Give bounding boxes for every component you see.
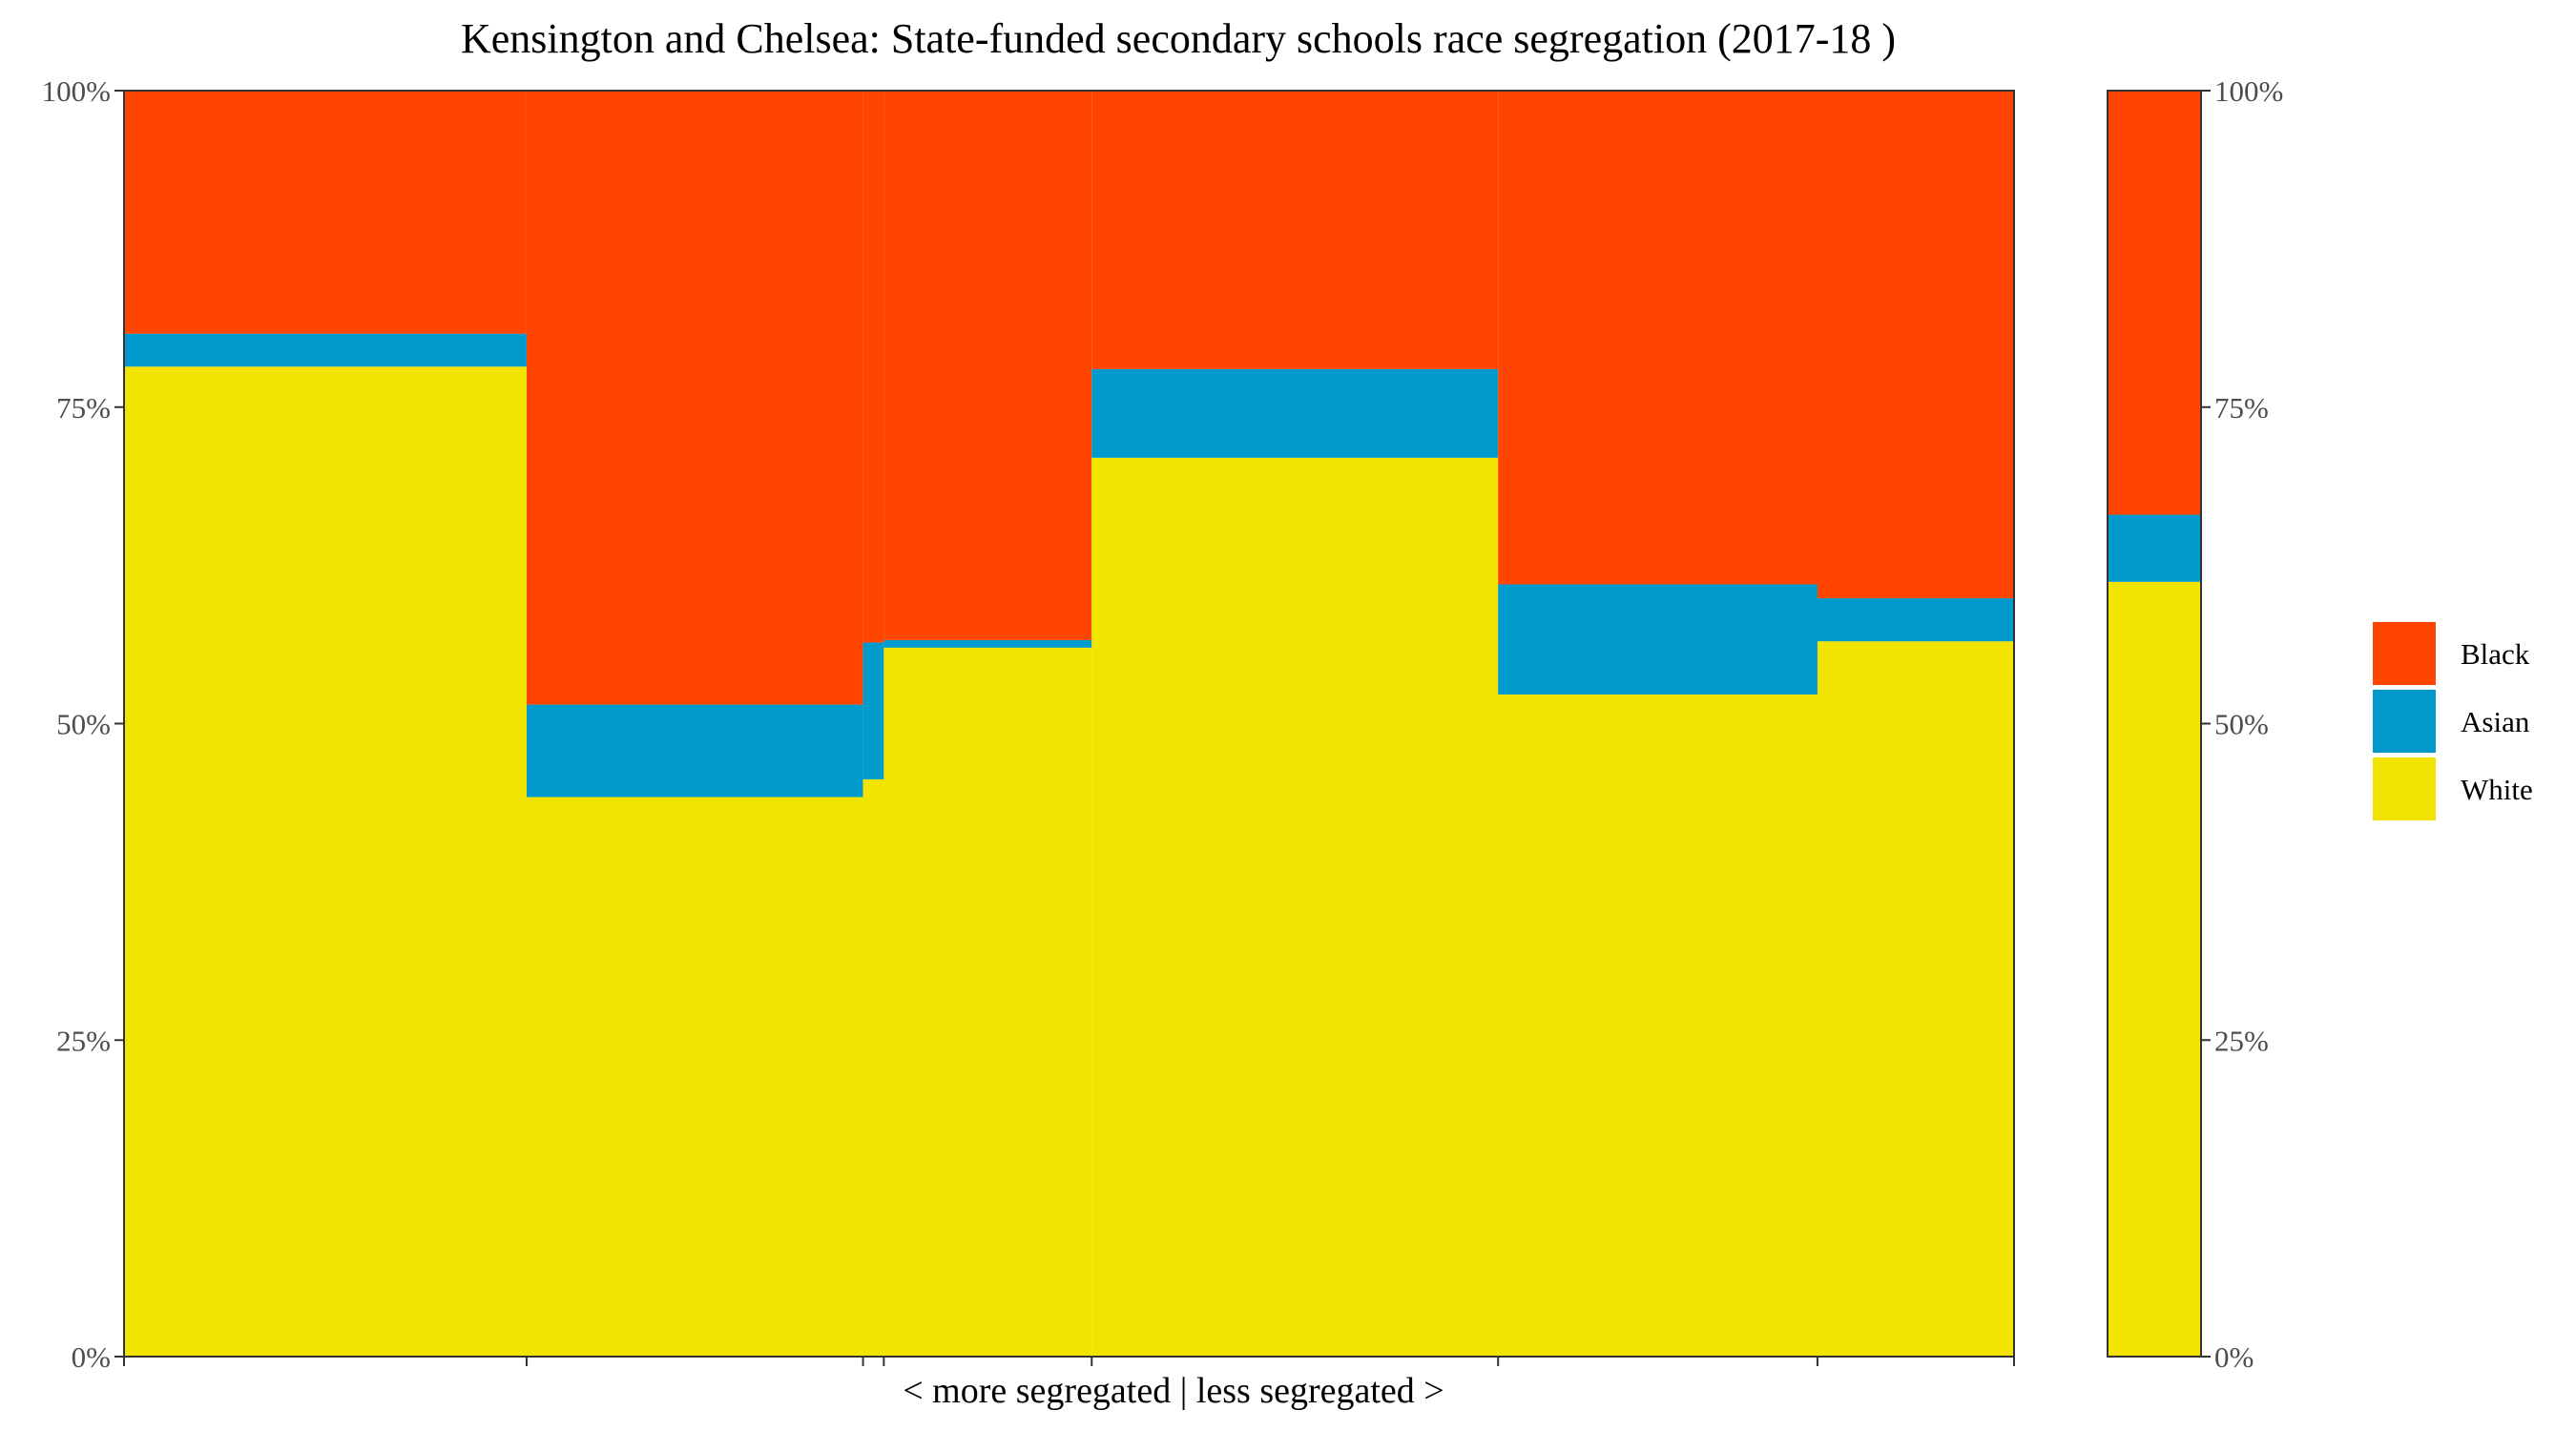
- school-6-black-segment: [1498, 91, 1818, 585]
- left-y-tick-label: 25%: [56, 1024, 111, 1057]
- school-3-black-segment: [862, 91, 884, 643]
- school-3-asian-segment: [862, 642, 884, 779]
- school-6-asian-segment: [1498, 584, 1818, 695]
- school-6-white-segment: [1498, 694, 1818, 1357]
- legend: Black Asian White: [2373, 622, 2533, 820]
- overall-black-segment: [2108, 91, 2201, 515]
- school-2-white-segment: [526, 797, 863, 1357]
- x-axis: [123, 1356, 2015, 1366]
- legend-label-black: Black: [2461, 637, 2530, 671]
- left-y-axis: 0% 25% 50% 75% 100%: [42, 74, 125, 1374]
- overall-white-segment: [2108, 581, 2201, 1357]
- left-y-tick-label: 50%: [56, 708, 111, 741]
- chart-title: Kensington and Chelsea: State-funded sec…: [461, 15, 1896, 62]
- school-5-white-segment: [1091, 457, 1499, 1358]
- legend-label-asian: Asian: [2461, 705, 2530, 738]
- right-y-axis: 0% 25% 50% 75% 100%: [2200, 74, 2283, 1374]
- left-y-tick-label: 75%: [56, 391, 111, 425]
- legend-label-white: White: [2461, 773, 2533, 806]
- legend-swatch-white: [2373, 757, 2436, 820]
- school-7-asian-segment: [1817, 598, 2014, 642]
- right-y-tick-label: 75%: [2214, 391, 2269, 425]
- overall-bar-border: [2107, 90, 2202, 1358]
- school-4-black-segment: [883, 91, 1092, 640]
- school-7-white-segment: [1817, 641, 2014, 1357]
- school-3-white-segment: [862, 778, 884, 1357]
- school-2-black-segment: [526, 91, 863, 705]
- x-axis-label: < more segregated | less segregated >: [903, 1371, 1444, 1411]
- left-y-tick-label: 100%: [42, 74, 111, 108]
- right-y-tick-label: 0%: [2214, 1340, 2254, 1374]
- school-5-black-segment: [1091, 91, 1499, 369]
- overall-asian-segment: [2108, 514, 2201, 582]
- school-5-asian-segment: [1091, 368, 1499, 458]
- right-y-tick-label: 50%: [2214, 708, 2269, 741]
- school-4-asian-segment: [883, 639, 1092, 648]
- overall-composition-bar: [2107, 90, 2202, 1358]
- segregation-plot: [123, 90, 2015, 1358]
- legend-swatch-black: [2373, 622, 2436, 685]
- right-y-tick-label: 25%: [2214, 1024, 2269, 1057]
- legend-swatch-asian: [2373, 690, 2436, 753]
- school-1-asian-segment: [124, 333, 527, 367]
- school-1-black-segment: [124, 91, 527, 334]
- school-2-asian-segment: [526, 704, 863, 798]
- school-4-white-segment: [883, 647, 1092, 1357]
- left-y-tick-label: 0%: [72, 1340, 111, 1374]
- right-y-tick-label: 100%: [2214, 74, 2283, 108]
- school-1-white-segment: [124, 366, 527, 1357]
- school-7-black-segment: [1817, 91, 2014, 599]
